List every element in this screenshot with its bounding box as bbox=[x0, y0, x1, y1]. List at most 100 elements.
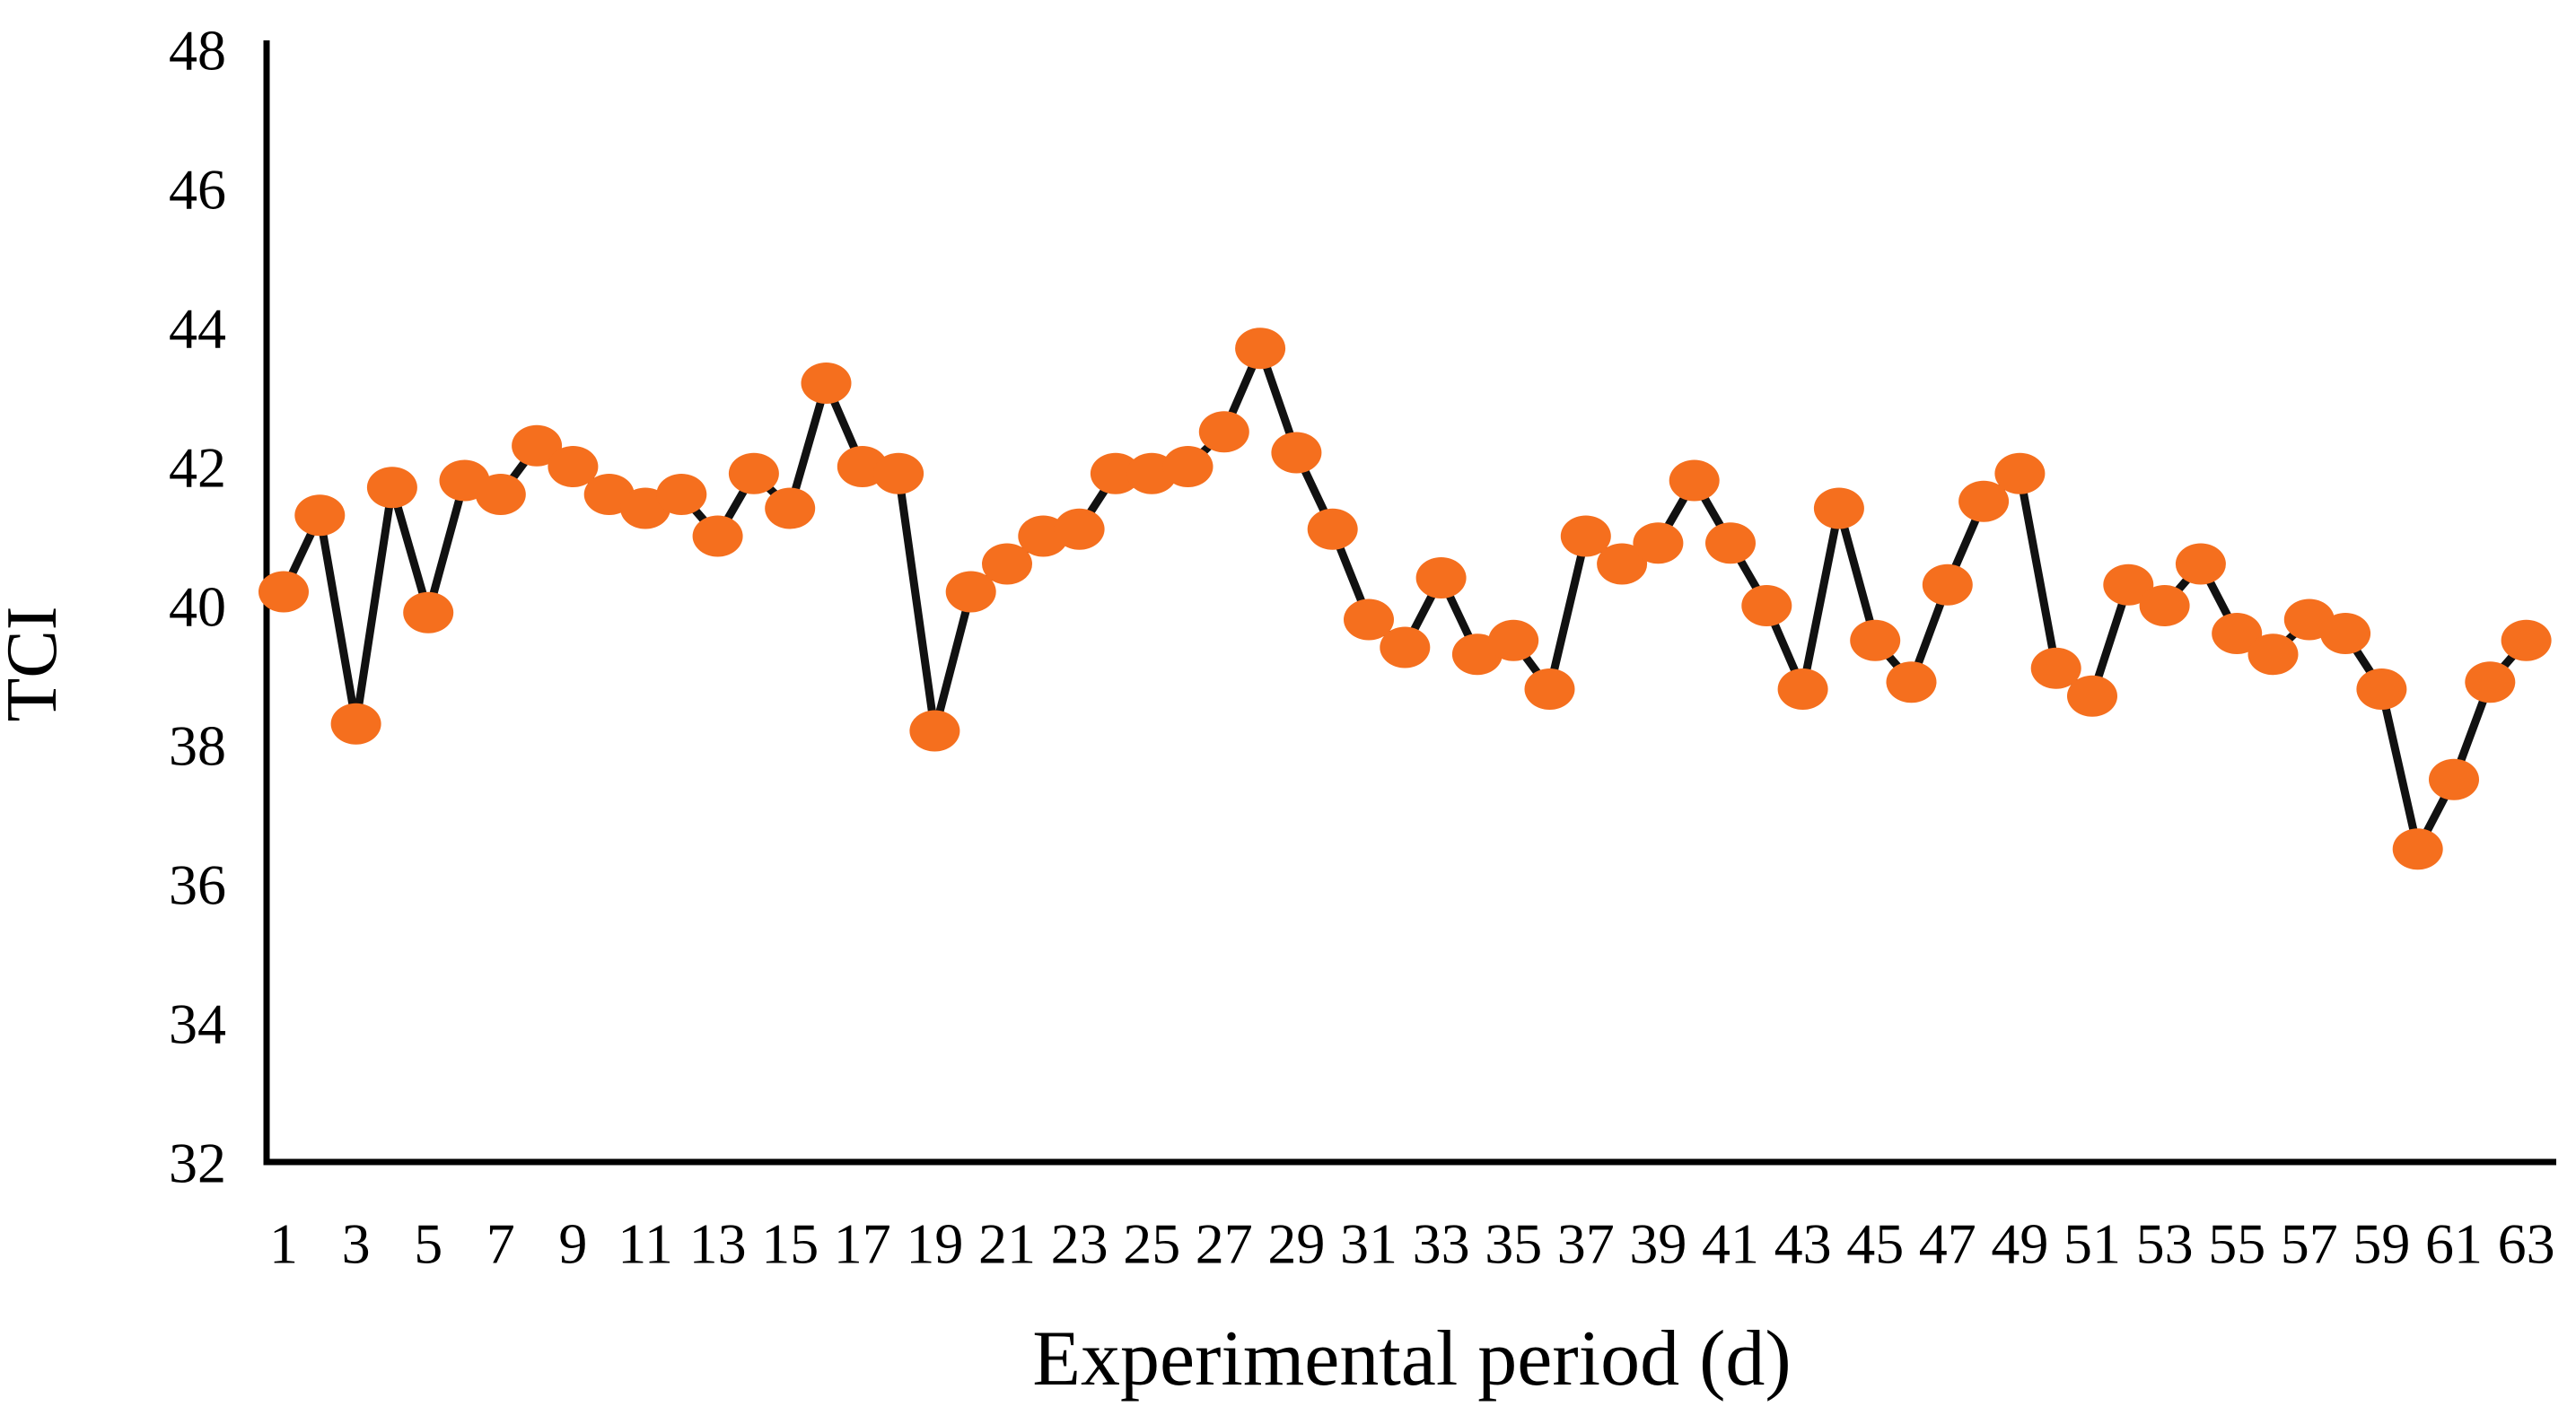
data-point-day-7 bbox=[475, 474, 526, 515]
x-tick-label-21: 21 bbox=[978, 1211, 1036, 1275]
data-point-day-14 bbox=[728, 452, 779, 494]
y-tick-label-48: 48 bbox=[169, 18, 226, 82]
data-point-day-54 bbox=[2175, 543, 2226, 585]
data-point-day-2 bbox=[294, 494, 346, 537]
data-point-day-48 bbox=[1958, 480, 2010, 522]
x-tick-label-19: 19 bbox=[906, 1211, 963, 1275]
x-tick-label-43: 43 bbox=[1774, 1211, 1832, 1275]
data-point-day-43 bbox=[1777, 668, 1828, 710]
data-point-day-21 bbox=[982, 543, 1032, 585]
x-tick-label-7: 7 bbox=[486, 1211, 515, 1275]
data-point-day-20 bbox=[945, 571, 996, 613]
data-point-day-32 bbox=[1380, 626, 1431, 668]
x-tick-label-9: 9 bbox=[558, 1211, 587, 1275]
data-point-day-56 bbox=[2247, 633, 2299, 676]
data-point-day-4 bbox=[366, 467, 417, 509]
data-point-day-41 bbox=[1705, 522, 1756, 564]
data-point-day-3 bbox=[330, 703, 381, 745]
data-point-day-18 bbox=[873, 452, 924, 494]
data-point-day-16 bbox=[801, 363, 852, 404]
x-tick-label-1: 1 bbox=[269, 1211, 298, 1275]
data-point-day-46 bbox=[1886, 661, 1937, 703]
data-point-day-62 bbox=[2465, 661, 2516, 703]
y-tick-label-42: 42 bbox=[169, 435, 226, 499]
data-point-day-29 bbox=[1271, 432, 1322, 474]
data-point-day-47 bbox=[1922, 563, 1973, 606]
y-tick-label-38: 38 bbox=[169, 713, 226, 777]
x-tick-label-61: 61 bbox=[2425, 1211, 2483, 1275]
axes bbox=[263, 40, 2556, 1166]
data-point-day-63 bbox=[2501, 619, 2552, 661]
data-point-day-45 bbox=[1850, 619, 1901, 661]
data-point-day-40 bbox=[1669, 459, 1720, 502]
data-point-day-37 bbox=[1560, 515, 1611, 557]
x-tick-label-57: 57 bbox=[2281, 1211, 2338, 1275]
x-tick-label-23: 23 bbox=[1051, 1211, 1108, 1275]
data-point-day-5 bbox=[403, 591, 454, 633]
y-tick-label-32: 32 bbox=[169, 1131, 226, 1194]
x-tick-label-33: 33 bbox=[1413, 1211, 1470, 1275]
data-point-day-12 bbox=[656, 474, 707, 515]
data-point-day-13 bbox=[692, 515, 743, 557]
data-point-day-38 bbox=[1597, 543, 1648, 585]
x-tick-label-39: 39 bbox=[1629, 1211, 1687, 1275]
data-point-day-28 bbox=[1235, 328, 1286, 370]
x-tick-label-3: 3 bbox=[342, 1211, 371, 1275]
data-point-day-55 bbox=[2212, 613, 2263, 654]
data-point-day-30 bbox=[1307, 508, 1358, 550]
y-tick-label-46: 46 bbox=[169, 157, 226, 221]
x-tick-label-37: 37 bbox=[1557, 1211, 1615, 1275]
data-point-day-52 bbox=[2103, 563, 2154, 606]
x-tick-label-49: 49 bbox=[1991, 1211, 2048, 1275]
tci-series bbox=[258, 328, 2552, 870]
data-point-day-49 bbox=[1994, 452, 2046, 494]
x-tick-label-35: 35 bbox=[1485, 1211, 1542, 1275]
data-point-day-35 bbox=[1488, 619, 1539, 661]
data-point-day-53 bbox=[2139, 585, 2190, 626]
series-line bbox=[279, 344, 2531, 853]
x-tick-label-17: 17 bbox=[834, 1211, 891, 1275]
x-tick-label-13: 13 bbox=[689, 1211, 747, 1275]
x-tick-label-11: 11 bbox=[618, 1211, 673, 1275]
data-point-day-1 bbox=[258, 571, 309, 613]
x-tick-label-25: 25 bbox=[1123, 1211, 1180, 1275]
x-tick-labels: 1 3 5 7 9 11 13 15 17 19 21 23 25 27 29 31 33 35 37 39 41 43 4… bbox=[269, 1211, 2555, 1275]
data-point-day-31 bbox=[1344, 598, 1394, 641]
x-tick-label-63: 63 bbox=[2498, 1211, 2555, 1275]
data-point-day-50 bbox=[2030, 647, 2081, 689]
x-tick-label-55: 55 bbox=[2208, 1211, 2265, 1275]
data-point-day-44 bbox=[1813, 487, 1864, 529]
data-point-day-61 bbox=[2429, 758, 2479, 800]
y-tick-label-34: 34 bbox=[169, 992, 226, 1055]
x-tick-label-59: 59 bbox=[2353, 1211, 2410, 1275]
data-point-day-58 bbox=[2320, 613, 2371, 654]
x-tick-label-29: 29 bbox=[1267, 1211, 1325, 1275]
data-point-day-60 bbox=[2392, 828, 2443, 870]
x-tick-label-31: 31 bbox=[1340, 1211, 1398, 1275]
data-point-day-27 bbox=[1198, 411, 1249, 453]
data-point-day-33 bbox=[1415, 557, 1467, 598]
data-point-day-42 bbox=[1741, 585, 1792, 626]
y-tick-label-44: 44 bbox=[169, 296, 226, 360]
data-point-day-39 bbox=[1633, 522, 1684, 564]
data-point-day-26 bbox=[1162, 446, 1214, 487]
x-tick-label-27: 27 bbox=[1196, 1211, 1253, 1275]
y-tick-label-36: 36 bbox=[169, 852, 226, 916]
x-tick-label-53: 53 bbox=[2136, 1211, 2194, 1275]
y-axis-title: TCI bbox=[0, 607, 72, 722]
data-point-day-36 bbox=[1524, 668, 1575, 710]
y-tick-labels: 32 34 36 38 40 42 44 46 48 bbox=[169, 18, 226, 1194]
data-point-day-59 bbox=[2356, 668, 2407, 710]
x-axis-title: Experimental period (d) bbox=[1032, 1315, 1791, 1402]
x-tick-label-41: 41 bbox=[1702, 1211, 1759, 1275]
x-tick-label-15: 15 bbox=[761, 1211, 819, 1275]
data-point-day-19 bbox=[909, 710, 960, 752]
data-point-day-51 bbox=[2067, 675, 2117, 717]
x-tick-label-45: 45 bbox=[1846, 1211, 1904, 1275]
data-point-day-23 bbox=[1054, 508, 1105, 550]
data-point-day-8 bbox=[512, 424, 563, 467]
data-point-day-15 bbox=[765, 487, 816, 529]
y-tick-label-40: 40 bbox=[169, 574, 226, 638]
